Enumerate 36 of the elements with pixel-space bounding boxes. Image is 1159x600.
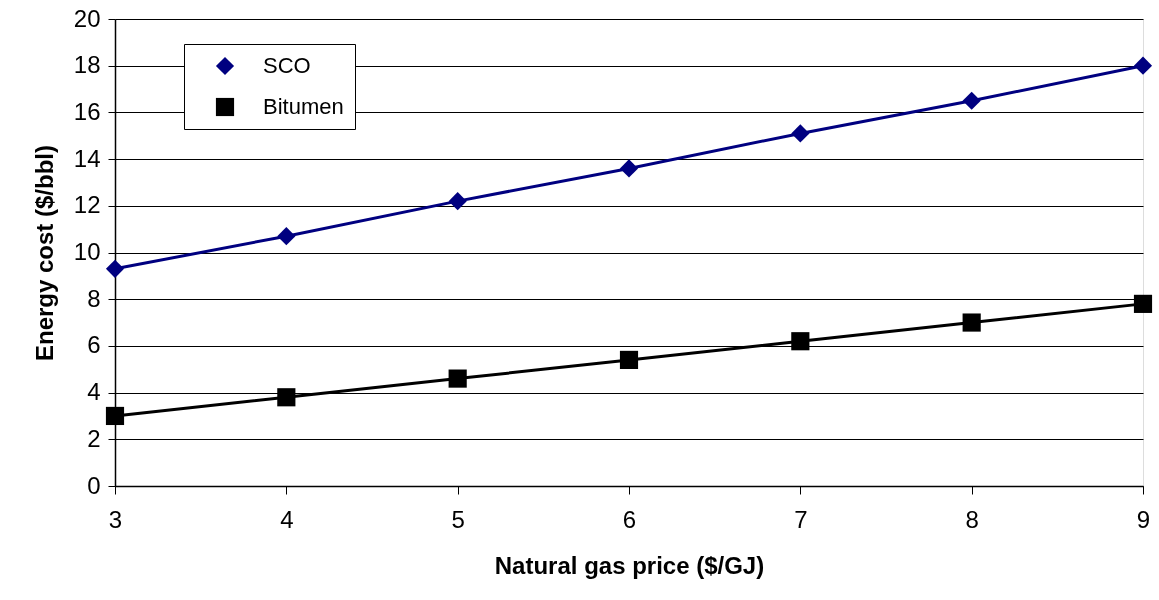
point xyxy=(1133,56,1153,75)
x-tick-label: 4 xyxy=(280,505,294,533)
y-tick-label: 8 xyxy=(87,284,101,312)
point xyxy=(619,159,639,178)
point xyxy=(448,369,467,388)
y-tick-label: 2 xyxy=(87,424,101,452)
point xyxy=(105,406,125,426)
point xyxy=(277,388,296,407)
point xyxy=(1133,294,1153,313)
y-tick-label: 10 xyxy=(73,238,101,265)
x-tick-label: 7 xyxy=(794,505,808,533)
point xyxy=(448,192,467,211)
x-axis-title: Natural gas price ($/GJ) xyxy=(494,551,765,579)
point xyxy=(277,227,296,246)
x-tick-label: 8 xyxy=(965,505,979,533)
y-tick-label: 4 xyxy=(87,378,101,406)
point xyxy=(619,350,639,369)
point xyxy=(791,332,810,351)
x-tick-label: 3 xyxy=(108,505,123,533)
y-tick-label: 18 xyxy=(73,51,101,79)
x-tick-label: 6 xyxy=(622,505,637,533)
y-axis-title: Energy cost ($/bbl) xyxy=(30,144,58,362)
point xyxy=(105,259,125,278)
point xyxy=(962,313,981,332)
y-tick-label: 6 xyxy=(87,331,101,359)
x-tick-label: 9 xyxy=(1136,505,1151,533)
legend-label: Bitumen xyxy=(263,94,344,119)
x-tick-label: 5 xyxy=(451,505,465,533)
y-tick-label: 12 xyxy=(73,191,101,219)
y-tick-label: 16 xyxy=(73,97,101,125)
y-tick-label: 14 xyxy=(73,144,101,172)
y-tick-label: 0 xyxy=(87,471,101,499)
y-tick-label: 20 xyxy=(73,4,101,32)
point xyxy=(962,91,981,110)
point xyxy=(791,124,810,143)
legend-label: SCO xyxy=(263,53,311,78)
